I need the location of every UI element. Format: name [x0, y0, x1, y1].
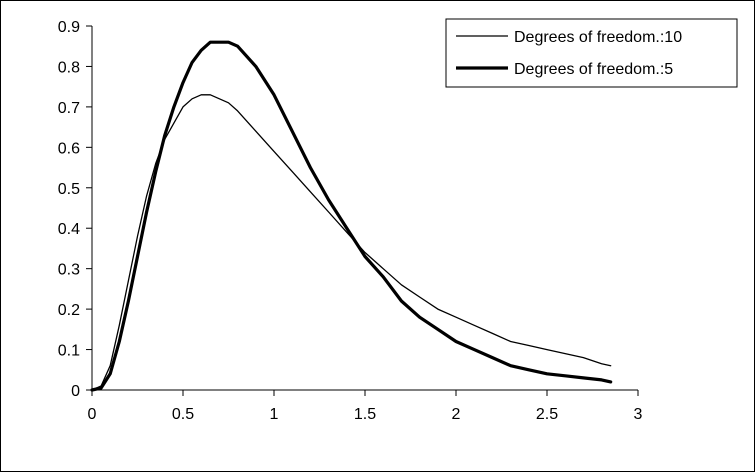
x-tick-label: 0.5	[172, 406, 194, 423]
y-axis: 0 0.1 0.2 0.3 0.4 0.5 0.6 0.7 0.8 0.9	[58, 19, 93, 400]
y-tick-label: 0.6	[58, 140, 80, 157]
y-tick-label: 0.9	[58, 19, 80, 36]
x-tick-label: 1.5	[354, 406, 376, 423]
y-tick-label: 0	[71, 383, 80, 400]
legend-label-2: Degrees of freedom.:5	[514, 61, 673, 78]
legend-label-1: Degrees of freedom.:10	[514, 29, 682, 46]
series-line-1	[91, 94, 612, 391]
x-tick-label: 2.5	[536, 406, 558, 423]
x-tick-label: 0	[88, 406, 97, 423]
x-axis: 0 0.5 1 1.5 2 2.5 3	[88, 389, 643, 423]
y-tick-label: 0.7	[58, 100, 80, 117]
y-tick-label: 0.4	[58, 221, 80, 238]
y-tick-label: 0.5	[58, 181, 80, 198]
y-tick-label: 0.1	[58, 343, 80, 360]
legend-box	[445, 18, 738, 88]
legend: Degrees of freedom.:10 Degrees of freedom…	[445, 18, 738, 88]
series-line-2	[90, 40, 613, 392]
y-tick-label: 0.8	[58, 59, 80, 76]
y-tick-label: 0.3	[58, 262, 80, 279]
x-tick-label: 3	[634, 406, 643, 423]
y-tick-label: 0.2	[58, 302, 80, 319]
x-tick-label: 1	[270, 406, 279, 423]
x-tick-label: 2	[452, 406, 461, 423]
plot-series	[90, 40, 613, 392]
